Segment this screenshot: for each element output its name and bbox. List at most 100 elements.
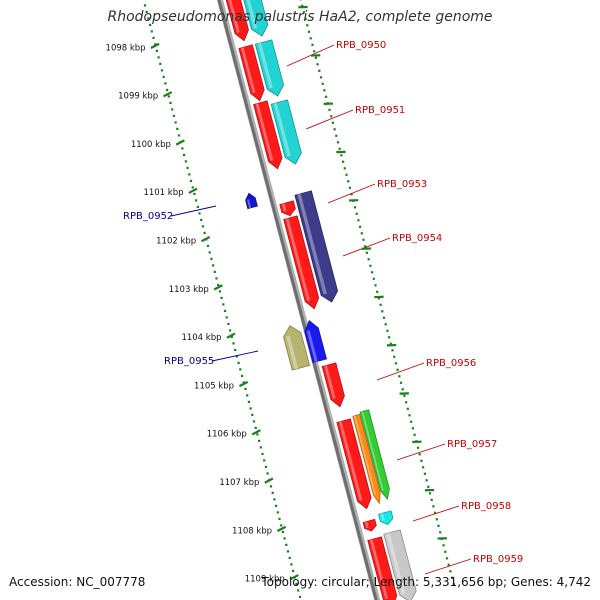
inner-dot xyxy=(177,134,181,137)
inner-dot xyxy=(200,218,203,221)
leader-line xyxy=(170,205,217,217)
inner-dot xyxy=(150,30,153,33)
outer-dot xyxy=(401,388,404,391)
outer-dot xyxy=(369,264,372,267)
inner-dot xyxy=(244,387,247,390)
inner-dot xyxy=(263,459,266,462)
outer-dot xyxy=(359,225,362,228)
kbp-label: 1101 kbp xyxy=(143,188,183,198)
inner-dot xyxy=(256,433,259,436)
inner-dot xyxy=(210,257,213,260)
inner-dot xyxy=(286,550,290,553)
gene-arrow xyxy=(254,39,285,97)
outer-dot xyxy=(362,238,365,241)
inner-dot xyxy=(292,569,295,572)
outer-dot xyxy=(350,193,353,196)
inner-dot xyxy=(251,413,254,416)
outer-dot xyxy=(452,583,455,586)
inner-dot xyxy=(252,420,256,423)
outer-dot xyxy=(444,550,447,553)
outer-dot xyxy=(318,69,321,72)
outer-dot xyxy=(435,518,438,521)
kbp-label: 1106 kbp xyxy=(207,430,247,440)
kbp-labels: 1098 kbp 1099 kbp 1100 kbp 1101 kbp 1102 kbp… xyxy=(106,5,447,585)
gene-label: RPB_0952 xyxy=(123,211,173,222)
outer-dot xyxy=(389,342,392,345)
inner-dot xyxy=(155,49,158,52)
inner-dot xyxy=(162,75,165,78)
gene-highlight xyxy=(240,47,256,93)
inner-dot xyxy=(195,199,198,202)
kbp-label: 1100 kbp xyxy=(131,140,171,150)
gene-arrow xyxy=(383,529,417,600)
gene-arrow xyxy=(378,510,394,525)
outer-dot xyxy=(403,394,406,397)
outer-dot xyxy=(348,186,351,189)
outer-dot xyxy=(335,134,338,137)
inner-dot xyxy=(227,322,230,325)
outer-dot xyxy=(418,453,421,456)
outer-dot xyxy=(319,76,323,79)
kbp-label: 1103 kbp xyxy=(169,285,209,295)
outer-dot xyxy=(427,485,430,488)
inner-dot xyxy=(215,277,218,280)
gene-highlight xyxy=(285,218,310,301)
gene-label: RPB_0957 xyxy=(447,439,497,450)
backbone-line xyxy=(217,0,378,600)
inner-dot xyxy=(167,95,170,98)
outer-dot xyxy=(338,147,341,150)
outer-dot xyxy=(381,310,384,313)
outer-dot xyxy=(416,446,420,449)
outer-dot xyxy=(364,245,367,248)
inner-dot xyxy=(143,4,147,7)
outer-dot xyxy=(325,95,328,98)
gene-arrow xyxy=(294,190,339,303)
outer-dot xyxy=(382,316,386,319)
outer-dot xyxy=(379,303,382,306)
inner-dot xyxy=(147,17,150,20)
gene-arrow xyxy=(283,325,311,371)
gene-arrow xyxy=(243,0,269,37)
gene-label: RPB_0959 xyxy=(473,554,523,565)
inner-dot xyxy=(193,192,196,195)
inner-dot xyxy=(218,290,221,293)
kbp-tick xyxy=(238,380,249,388)
outer-dot xyxy=(386,329,389,332)
inner-dot xyxy=(261,452,264,455)
inner-dot xyxy=(280,524,283,527)
outer-dot xyxy=(345,173,348,176)
gene-arrow xyxy=(336,418,372,510)
gene-highlight xyxy=(297,193,327,295)
outer-dot xyxy=(384,323,387,326)
gene-highlight xyxy=(257,42,273,89)
inner-dot xyxy=(246,394,249,397)
gene-highlight xyxy=(324,365,336,399)
inner-dot xyxy=(196,205,199,208)
kbp-tick xyxy=(201,235,211,243)
inner-dot xyxy=(259,446,262,449)
gene-highlight xyxy=(273,102,291,157)
kbp-label: 1105 kbp xyxy=(194,381,234,391)
gene-highlight xyxy=(246,0,258,29)
inner-dot xyxy=(206,244,210,247)
inner-dot xyxy=(203,231,206,234)
inner-dot xyxy=(174,121,177,124)
inner-dot xyxy=(283,537,286,540)
leader-line xyxy=(286,44,335,67)
outer-dot xyxy=(388,336,391,339)
inner-dot xyxy=(254,426,257,429)
inner-dot xyxy=(149,23,152,26)
outer-dot xyxy=(331,121,334,124)
leader-line xyxy=(211,350,259,362)
inner-dot xyxy=(201,225,204,228)
inner-dot xyxy=(285,543,288,546)
outer-dot xyxy=(360,232,363,235)
inner-dot xyxy=(278,517,281,520)
outer-dot xyxy=(353,206,357,209)
kbp-label: 1099 kbp xyxy=(118,92,158,102)
kbp-tick xyxy=(289,574,299,581)
outer-dot xyxy=(311,43,314,46)
kbp-tick xyxy=(175,139,185,146)
inner-dot xyxy=(191,186,194,189)
